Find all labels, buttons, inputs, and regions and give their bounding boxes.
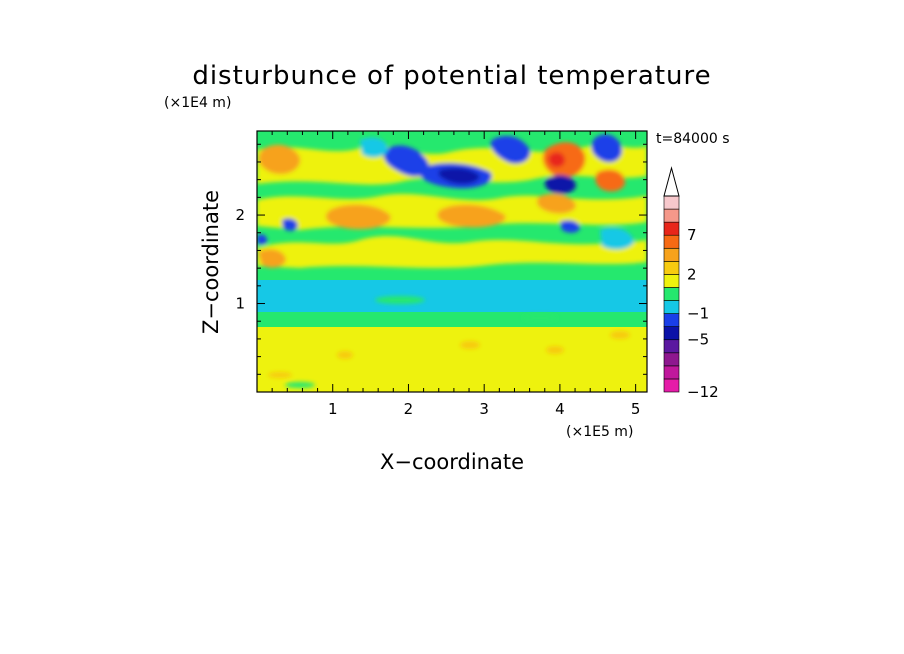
contour-green-dot-2 [375, 296, 425, 304]
colorbar-segment [663, 221, 680, 236]
contour-orange-1 [258, 144, 301, 175]
colorbar-segment [663, 339, 680, 354]
colorbar-label: −12 [687, 383, 719, 401]
y-tick-label: 1 [235, 295, 245, 313]
contour-cyan-1 [360, 137, 388, 158]
contour-green-dot-1 [285, 382, 315, 388]
x-unit-label: (×1E5 m) [566, 424, 633, 440]
contour-cyan-2 [600, 227, 634, 250]
contour-navy-1 [438, 168, 480, 184]
colorbar-label: −1 [687, 305, 709, 323]
x-ticks: 1 2 3 4 5 [271, 131, 641, 418]
colorbar-segment [663, 287, 680, 301]
contour-orange-dot-1 [337, 351, 353, 359]
contour-orange-dot-3 [546, 346, 564, 354]
contour-green-dot-3 [522, 314, 558, 322]
y-unit-label: (×1E4 m) [164, 95, 231, 111]
colorbar-segment [663, 234, 680, 249]
colorbar: −12−5−127 [663, 166, 719, 401]
colorbar-segment [663, 195, 680, 210]
colorbar-segment [663, 365, 680, 380]
contour-red-1 [548, 152, 565, 168]
colorbar-segment [663, 378, 680, 393]
contour-blue-8 [257, 234, 268, 245]
x-tick-label: 2 [404, 400, 414, 418]
y-tick-label: 2 [235, 206, 245, 224]
x-axis-title: X−coordinate [380, 450, 524, 474]
contour-orange-7 [536, 193, 576, 214]
colorbar-segment [663, 208, 680, 223]
contour-orange-3 [437, 204, 506, 228]
y-ticks: 12 [235, 143, 647, 375]
colorbar-segment [663, 313, 680, 327]
contour-orange-dot-5 [268, 372, 292, 378]
colorbar-label: −5 [687, 331, 709, 349]
colorbar-segment [663, 261, 680, 275]
plot-frame [256, 130, 648, 393]
x-tick-label: 1 [328, 400, 338, 418]
colorbar-extend-arrow [663, 166, 680, 197]
contour-orange-dot-2 [460, 341, 480, 349]
colorbar-segment [663, 247, 680, 262]
x-tick-label: 3 [479, 400, 489, 418]
x-tick-label: 4 [555, 400, 565, 418]
contour-yellow-1 [257, 236, 647, 268]
colorbar-label: 7 [687, 226, 697, 244]
band-lower-yellow [257, 320, 647, 392]
colorbar-segment [663, 352, 680, 367]
time-label: t=84000 s [656, 131, 730, 147]
plot-area [257, 131, 647, 392]
colorbar-segment [663, 326, 680, 341]
x-tick-label: 5 [631, 400, 641, 418]
contour-blue-6 [282, 218, 298, 231]
contour-blue-5 [544, 175, 576, 194]
contour-blue-1 [383, 145, 429, 177]
contour-blue-4 [591, 134, 622, 163]
contour-orange-2 [325, 204, 391, 230]
contour-blue-7 [560, 220, 580, 233]
contour-orange-6 [258, 249, 286, 268]
colorbar-segment [663, 274, 680, 288]
colorbar-label: 2 [687, 265, 697, 283]
contour-orange-5 [595, 169, 626, 192]
colorbar-segment [663, 300, 680, 314]
contour-blue-3 [490, 135, 531, 164]
chart-title: disturbunce of potential temperature [192, 61, 711, 91]
contour-orange-dot-4 [610, 331, 630, 339]
y-axis-title: Z−coordinate [199, 190, 223, 334]
